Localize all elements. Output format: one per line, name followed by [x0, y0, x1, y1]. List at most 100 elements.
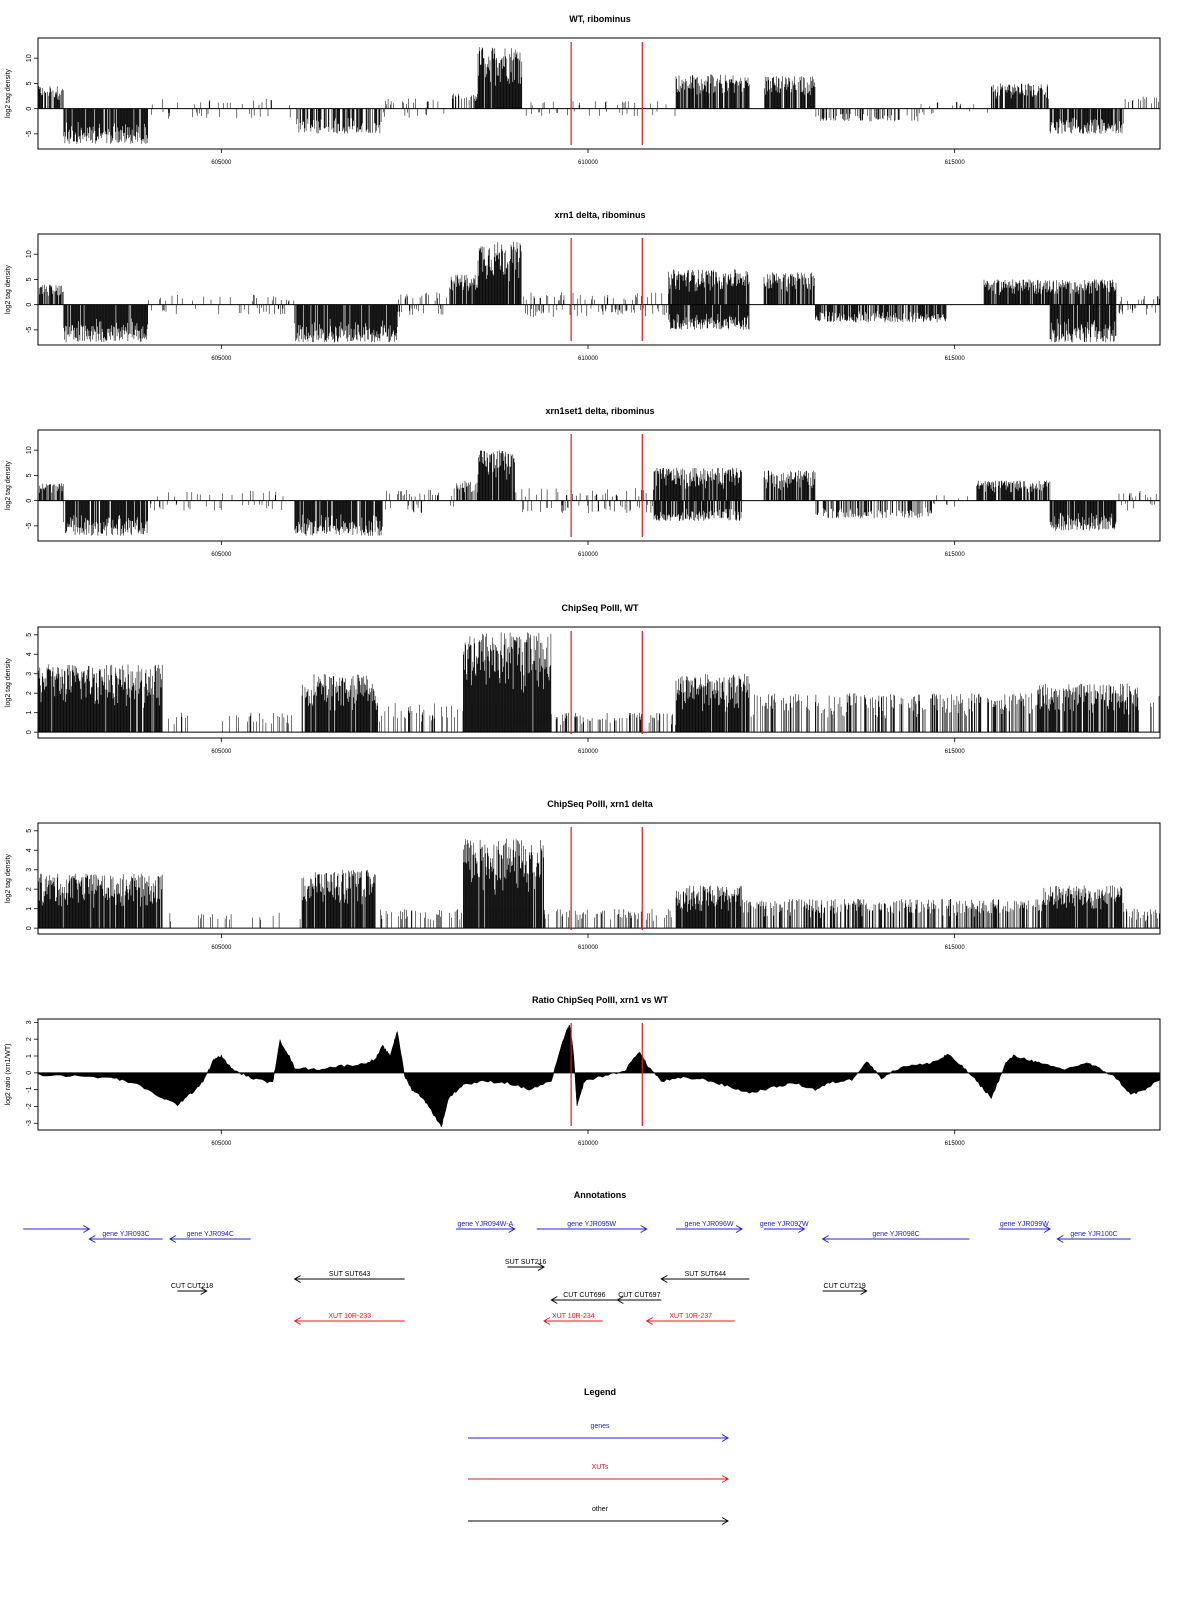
- arrow-head-icon: [83, 1225, 91, 1233]
- arrow-head-icon: [640, 1225, 648, 1233]
- data-marks: [37, 241, 1161, 343]
- y-axis-label: log2 tag density: [5, 68, 12, 118]
- feature-label: gene YJR096W: [685, 1221, 734, 1228]
- arrow-head-icon: [798, 1225, 806, 1233]
- legend-item: genes: [468, 1423, 729, 1442]
- panel-title: xrn1set1 delta, ribominus: [545, 406, 654, 416]
- y-tick-label: -1: [26, 1086, 33, 1092]
- y-tick-label: 0: [26, 303, 33, 307]
- y-tick-label: 3: [26, 868, 33, 872]
- arrow-head-icon: [200, 1287, 208, 1295]
- x-tick-label: 615000: [945, 749, 966, 755]
- panel-1: WT, ribominus log2 tag density -5 0 5 10 60500…: [5, 14, 1161, 166]
- panel-title: Ratio ChipSeq PolII, xrn1 vs WT: [532, 995, 669, 1005]
- y-tick-label: 0: [26, 1071, 33, 1075]
- y-tick-label: 10: [26, 446, 33, 454]
- arrow-head-icon: [293, 1275, 301, 1283]
- y-tick-label: 5: [26, 277, 33, 281]
- annotation-feature: SUT SUT644: [660, 1271, 750, 1283]
- feature-label: gene YJR097W: [760, 1221, 809, 1228]
- plot-frame: [37, 37, 1161, 150]
- y-tick-label: 0: [26, 499, 33, 503]
- panel-4: ChipSeq PolII, WT log2 tag density 0 1 2 3 4 5 6…: [5, 603, 1161, 755]
- annotation-feature: gene YJR100C: [1056, 1231, 1131, 1243]
- arrow-head-icon: [821, 1235, 829, 1243]
- feature-label: gene YJR095W: [567, 1221, 616, 1228]
- panel-2: xrn1 delta, ribominus log2 tag density -5 0…: [5, 210, 1161, 362]
- feature-label: CUT CUT696: [563, 1292, 605, 1299]
- x-tick-label: 610000: [578, 749, 599, 755]
- plot-frame: [37, 233, 1161, 346]
- y-tick-label: 1: [26, 711, 33, 715]
- plot-frame: [37, 626, 1161, 739]
- data-marks: [38, 450, 1160, 536]
- arrow-head-icon: [721, 1517, 729, 1525]
- y-tick-label: 4: [26, 652, 33, 656]
- panel-title: WT, ribominus: [569, 14, 631, 24]
- annotation-feature: gene YJR098C: [821, 1231, 970, 1243]
- arrow-head-icon: [550, 1296, 558, 1304]
- x-tick-label: 605000: [211, 552, 232, 558]
- series-bars: [37, 632, 1160, 733]
- arrow-head-icon: [508, 1225, 516, 1233]
- arrow-head-icon: [543, 1317, 551, 1325]
- arrow-head-icon: [645, 1317, 653, 1325]
- x-tick-label: 610000: [578, 160, 599, 166]
- annotation-feature: gene YJR099W: [998, 1221, 1051, 1233]
- legend-panel: Legend genes XUTs other: [468, 1387, 729, 1525]
- x-tick-label: 615000: [945, 552, 966, 558]
- y-tick-label: 0: [26, 107, 33, 111]
- data-marks: [37, 632, 1160, 733]
- feature-label: XUT 10R-233: [328, 1313, 371, 1320]
- panel-6: Ratio ChipSeq PolII, xrn1 vs WT log2 rati…: [5, 995, 1161, 1147]
- feature-label: SUT SUT644: [685, 1271, 727, 1278]
- annotation-feature: XUT 10R-233: [293, 1313, 405, 1325]
- y-tick-label: -5: [26, 523, 33, 529]
- legend-label: XUTs: [592, 1464, 609, 1471]
- annotation-feature: XUT 10R-234: [543, 1313, 603, 1325]
- y-axis-label: log2 tag density: [5, 657, 12, 707]
- y-tick-label: 2: [26, 1037, 33, 1041]
- y-tick-label: 2: [26, 691, 33, 695]
- series-bars: [37, 241, 1161, 343]
- panel-title: xrn1 delta, ribominus: [554, 210, 645, 220]
- annotation-feature: gene YJR094W-A: [456, 1221, 516, 1233]
- feature-label: gene YJR100C: [1070, 1231, 1117, 1238]
- legend-title: Legend: [584, 1387, 616, 1397]
- annotation-feature: [23, 1225, 91, 1233]
- feature-label: CUT CUT219: [824, 1283, 866, 1290]
- x-tick-label: 610000: [578, 356, 599, 362]
- y-tick-label: 2: [26, 887, 33, 891]
- feature-label: SUT SUT216: [505, 1259, 547, 1266]
- arrow-head-icon: [735, 1225, 743, 1233]
- y-tick-label: -3: [26, 1120, 33, 1126]
- data-marks: [37, 838, 1160, 929]
- panel-title: ChipSeq PolII, xrn1 delta: [547, 799, 654, 809]
- annotation-feature: CUT CUT696: [550, 1292, 618, 1304]
- x-tick-label: 605000: [211, 160, 232, 166]
- y-axis-label: log2 tag density: [5, 853, 12, 903]
- legend-label: genes: [590, 1423, 610, 1430]
- series-bars: [37, 47, 1159, 144]
- feature-label: CUT CUT697: [618, 1292, 660, 1299]
- x-tick-label: 610000: [578, 552, 599, 558]
- panel-3: xrn1set1 delta, ribominus log2 tag densit…: [5, 406, 1161, 558]
- y-tick-label: 1: [26, 907, 33, 911]
- arrow-head-icon: [721, 1434, 729, 1442]
- arrow-head-icon: [293, 1317, 301, 1325]
- x-tick-label: 610000: [578, 945, 599, 951]
- feature-label: gene YJR099W: [1000, 1221, 1049, 1228]
- y-tick-label: 5: [26, 829, 33, 833]
- arrow-head-icon: [660, 1275, 668, 1283]
- data-marks: [37, 47, 1160, 144]
- y-tick-label: 5: [26, 633, 33, 637]
- plot-frame: [37, 1018, 1161, 1131]
- data-marks: [37, 1024, 1161, 1128]
- arrow-head-icon: [721, 1475, 729, 1483]
- y-axis-label: log2 ratio (xrn1/WT): [5, 1044, 12, 1106]
- annotation-feature: SUT SUT643: [293, 1271, 405, 1283]
- arrow-head-icon: [616, 1296, 624, 1304]
- y-tick-label: 0: [26, 926, 33, 930]
- x-tick-label: 615000: [945, 1141, 966, 1147]
